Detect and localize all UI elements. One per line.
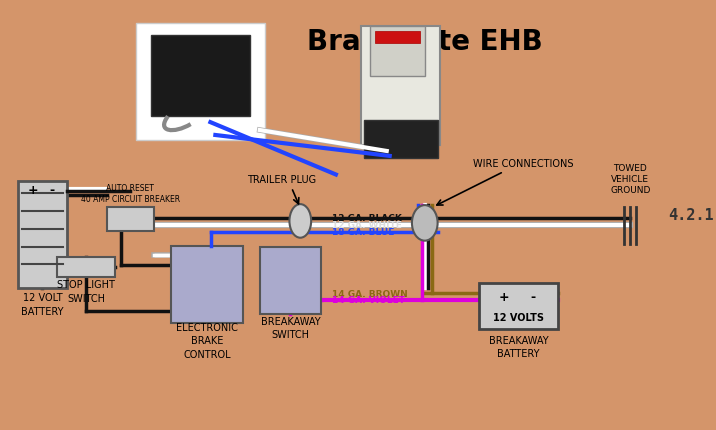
Bar — [57, 258, 115, 278]
Bar — [136, 25, 265, 141]
Bar — [479, 283, 558, 329]
Bar — [151, 36, 250, 117]
Bar — [171, 246, 243, 323]
Ellipse shape — [412, 206, 437, 241]
Text: 12 VOLTS: 12 VOLTS — [493, 312, 544, 322]
Text: -: - — [531, 291, 536, 304]
Bar — [361, 27, 440, 145]
Bar — [370, 27, 425, 77]
Text: TRAILER PLUG: TRAILER PLUG — [247, 175, 316, 185]
Text: 18 GA. BLUE: 18 GA. BLUE — [332, 228, 395, 237]
Text: +: + — [27, 183, 38, 197]
Text: 14 GA. BROWN: 14 GA. BROWN — [332, 289, 407, 298]
Bar — [375, 32, 420, 44]
Text: -: - — [50, 183, 55, 197]
Text: WIRE CONNECTIONS: WIRE CONNECTIONS — [473, 158, 574, 168]
Text: 12 GA. BLACK: 12 GA. BLACK — [332, 214, 402, 223]
Ellipse shape — [289, 205, 311, 238]
Text: 12 VOLT
BATTERY: 12 VOLT BATTERY — [21, 293, 64, 316]
Text: BREAKAWAY
BATTERY: BREAKAWAY BATTERY — [489, 335, 548, 358]
Bar — [260, 247, 321, 314]
Text: +: + — [499, 291, 510, 304]
Text: TOWED
VEHICLE
GROUND: TOWED VEHICLE GROUND — [610, 164, 650, 195]
Text: ELECTRONIC
BRAKE
CONTROL: ELECTRONIC BRAKE CONTROL — [176, 322, 238, 359]
Bar — [18, 182, 67, 289]
Bar — [356, 22, 445, 180]
Bar — [364, 121, 437, 158]
Text: STOP LIGHT
SWITCH: STOP LIGHT SWITCH — [57, 280, 115, 303]
Text: 12 GA. WHITE: 12 GA. WHITE — [332, 221, 402, 230]
Bar — [107, 208, 154, 231]
Text: BREAKAWAY
SWITCH: BREAKAWAY SWITCH — [261, 316, 320, 339]
Text: 4.2.1: 4.2.1 — [669, 207, 715, 222]
Text: 14 GA. VIOLET: 14 GA. VIOLET — [332, 296, 405, 305]
Text: Brake Rite EHB: Brake Rite EHB — [307, 28, 543, 56]
Text: AUTO RESET
40 AMP CIRCUIT BREAKER: AUTO RESET 40 AMP CIRCUIT BREAKER — [81, 184, 180, 204]
